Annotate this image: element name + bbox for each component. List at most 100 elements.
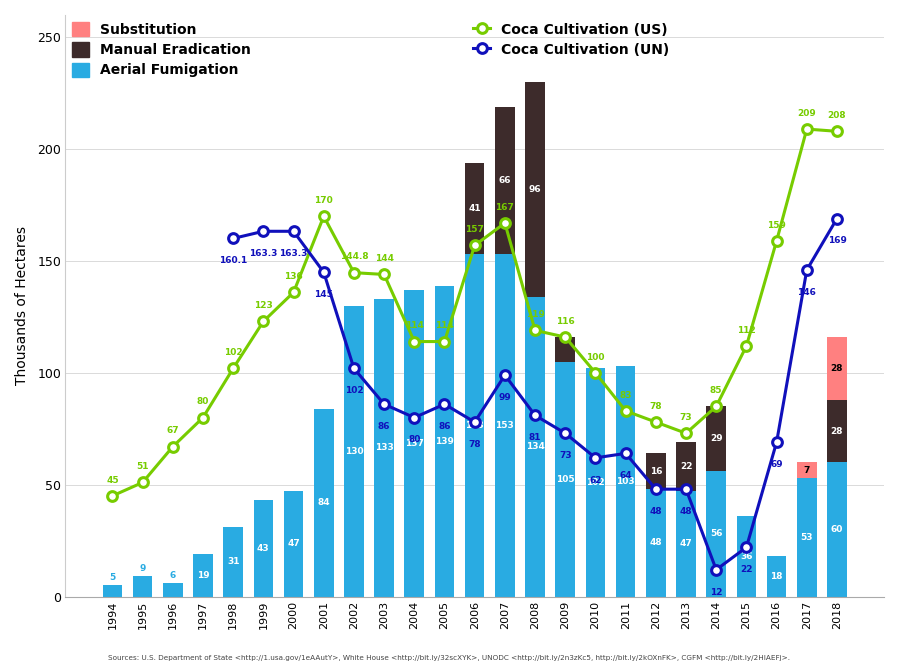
Text: 29: 29 <box>710 434 723 444</box>
Text: 102: 102 <box>224 348 243 357</box>
Text: 169: 169 <box>828 236 847 246</box>
Text: 53: 53 <box>800 533 813 542</box>
Text: 134: 134 <box>526 442 545 451</box>
Bar <box>465 254 485 596</box>
Text: 86: 86 <box>438 422 450 431</box>
Text: 209: 209 <box>797 109 816 118</box>
Bar <box>556 337 575 362</box>
Text: 16: 16 <box>650 467 662 476</box>
Text: 103: 103 <box>617 477 635 486</box>
Text: 64: 64 <box>619 471 632 480</box>
Text: 22: 22 <box>680 462 692 471</box>
Text: 99: 99 <box>499 393 512 402</box>
Text: 47: 47 <box>287 539 300 548</box>
Text: 60: 60 <box>831 525 843 534</box>
Bar <box>827 462 847 596</box>
Text: 146: 146 <box>797 288 816 297</box>
Bar <box>435 286 454 596</box>
Text: 163.3: 163.3 <box>249 249 278 258</box>
Bar <box>344 305 364 596</box>
Text: 160.1: 160.1 <box>219 256 247 266</box>
Text: 78: 78 <box>468 440 481 449</box>
Text: 170: 170 <box>315 196 334 205</box>
Text: 73: 73 <box>680 413 692 422</box>
Bar <box>254 501 273 596</box>
Text: 83: 83 <box>619 390 632 400</box>
Text: 137: 137 <box>405 439 423 448</box>
Text: 130: 130 <box>344 447 363 456</box>
Bar <box>646 489 665 596</box>
Legend: Coca Cultivation (US), Coca Cultivation (UN): Coca Cultivation (US), Coca Cultivation … <box>474 22 670 57</box>
Bar <box>827 337 847 400</box>
Text: 102: 102 <box>344 386 363 395</box>
Bar <box>676 442 696 491</box>
Text: 116: 116 <box>556 317 574 326</box>
Text: 78: 78 <box>649 402 663 411</box>
Text: 48: 48 <box>680 507 692 516</box>
Bar <box>616 366 636 596</box>
Text: 7: 7 <box>804 465 810 475</box>
Bar <box>797 478 816 596</box>
Bar <box>223 527 243 596</box>
Text: 18: 18 <box>770 572 783 581</box>
Bar <box>525 82 545 297</box>
Text: 153: 153 <box>495 421 514 430</box>
Bar <box>374 299 394 596</box>
Bar <box>495 254 515 596</box>
Text: 48: 48 <box>649 539 663 547</box>
Text: 139: 139 <box>435 437 454 446</box>
Bar <box>736 516 756 596</box>
Text: 73: 73 <box>559 451 572 460</box>
Text: 157: 157 <box>466 225 485 234</box>
Text: 22: 22 <box>740 565 752 574</box>
Bar <box>585 369 605 596</box>
Text: 123: 123 <box>254 301 272 310</box>
Text: 48: 48 <box>649 507 663 516</box>
Text: 145: 145 <box>315 290 334 299</box>
Text: 41: 41 <box>468 204 481 213</box>
Text: 84: 84 <box>317 498 330 507</box>
Text: 45: 45 <box>106 475 119 485</box>
Text: 86: 86 <box>378 422 390 431</box>
Bar <box>314 408 334 596</box>
Text: 80: 80 <box>408 436 421 444</box>
Bar <box>707 471 726 596</box>
Text: 100: 100 <box>586 353 605 362</box>
Text: 19: 19 <box>197 571 209 580</box>
Text: 51: 51 <box>137 462 149 471</box>
Text: 144: 144 <box>375 254 394 263</box>
Bar <box>676 491 696 596</box>
Text: 102: 102 <box>586 478 605 487</box>
Text: 163.3: 163.3 <box>280 249 307 258</box>
Bar <box>193 554 213 596</box>
Y-axis label: Thousands of Hectares: Thousands of Hectares <box>15 226 29 385</box>
Bar <box>707 406 726 471</box>
Bar <box>646 454 665 489</box>
Bar <box>133 576 153 596</box>
Bar <box>827 400 847 462</box>
Text: 36: 36 <box>740 552 752 561</box>
Text: 66: 66 <box>499 176 512 185</box>
Text: 153: 153 <box>466 421 484 430</box>
Text: 9: 9 <box>139 564 146 573</box>
Text: 112: 112 <box>737 326 756 335</box>
Bar <box>163 583 182 596</box>
Text: 159: 159 <box>767 220 786 230</box>
Text: 80: 80 <box>197 398 209 406</box>
Text: 28: 28 <box>831 364 843 373</box>
Bar <box>405 290 424 596</box>
Text: 208: 208 <box>828 111 846 120</box>
Text: 43: 43 <box>257 544 270 553</box>
Text: 31: 31 <box>227 557 239 566</box>
Text: 114: 114 <box>435 321 454 331</box>
Text: 85: 85 <box>710 386 723 395</box>
Bar <box>767 556 787 596</box>
Text: 96: 96 <box>529 185 541 194</box>
Text: 167: 167 <box>495 203 514 212</box>
Text: 5: 5 <box>110 573 116 582</box>
Text: 69: 69 <box>770 460 783 469</box>
Bar <box>525 297 545 596</box>
Text: 67: 67 <box>166 426 179 436</box>
Text: 6: 6 <box>170 571 176 580</box>
Text: 62: 62 <box>589 476 601 485</box>
